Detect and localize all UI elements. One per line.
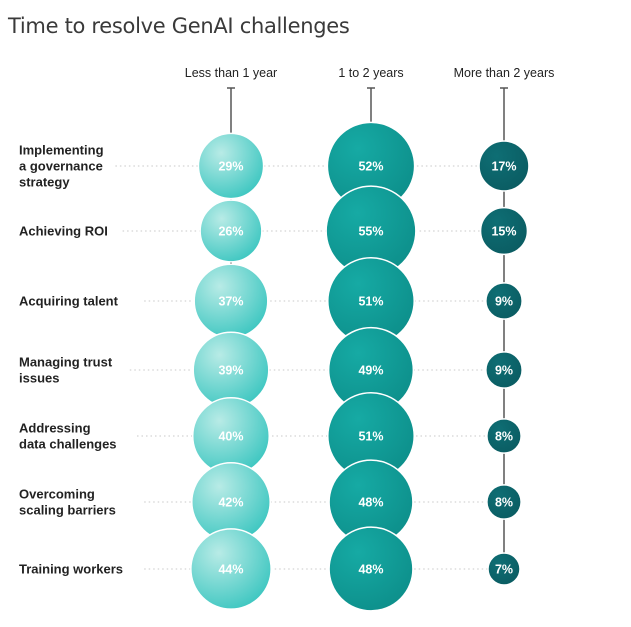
bubble: [487, 552, 521, 586]
bubble-value-label: 8%: [495, 430, 513, 444]
bubble-value-label: 51%: [358, 295, 383, 309]
bubble: [328, 526, 414, 612]
chart-title: Time to resolve GenAI challenges: [8, 14, 350, 38]
row-label: Managing trust issues: [19, 355, 113, 386]
bubble-value-label: 9%: [495, 295, 513, 309]
row-label: Training workers: [19, 562, 123, 577]
bubble-value-label: 8%: [495, 496, 513, 510]
bubble-value-label: 9%: [495, 364, 513, 378]
column-header: More than 2 years: [454, 66, 555, 80]
row-label: Acquiring talent: [19, 294, 119, 309]
bubble: [199, 199, 263, 263]
row-label: Implementing a governance strategy: [19, 143, 104, 190]
bubble-value-label: 17%: [491, 160, 516, 174]
bubble-value-label: 26%: [218, 225, 243, 239]
bubble-value-label: 42%: [218, 496, 243, 510]
bubble-value-label: 48%: [358, 496, 383, 510]
row-label: Overcoming scaling barriers: [19, 487, 116, 518]
bubble: [478, 140, 530, 192]
bubble-value-label: 44%: [218, 563, 243, 577]
bubble: [485, 282, 523, 320]
bubble-value-label: 40%: [218, 430, 243, 444]
bubble-value-label: 55%: [358, 225, 383, 239]
bubble-value-label: 39%: [218, 364, 243, 378]
bubble: [486, 418, 522, 454]
bubble: [190, 528, 272, 610]
bubble: [486, 484, 522, 520]
row-label: Addressing data challenges: [19, 421, 117, 452]
bubble-value-label: 52%: [358, 160, 383, 174]
bubble-value-label: 29%: [218, 160, 243, 174]
bubble-value-label: 51%: [358, 430, 383, 444]
column-header: Less than 1 year: [185, 66, 277, 80]
bubble-value-label: 15%: [491, 225, 516, 239]
bubble: [479, 206, 529, 256]
column-header: 1 to 2 years: [338, 66, 403, 80]
bubble-value-label: 7%: [495, 563, 513, 577]
bubble: [197, 132, 265, 200]
row-label: Achieving ROI: [19, 224, 108, 239]
bubble-value-label: 48%: [358, 563, 383, 577]
bubble-value-label: 37%: [218, 295, 243, 309]
bubble: [485, 351, 523, 389]
bubble-value-label: 49%: [358, 364, 383, 378]
